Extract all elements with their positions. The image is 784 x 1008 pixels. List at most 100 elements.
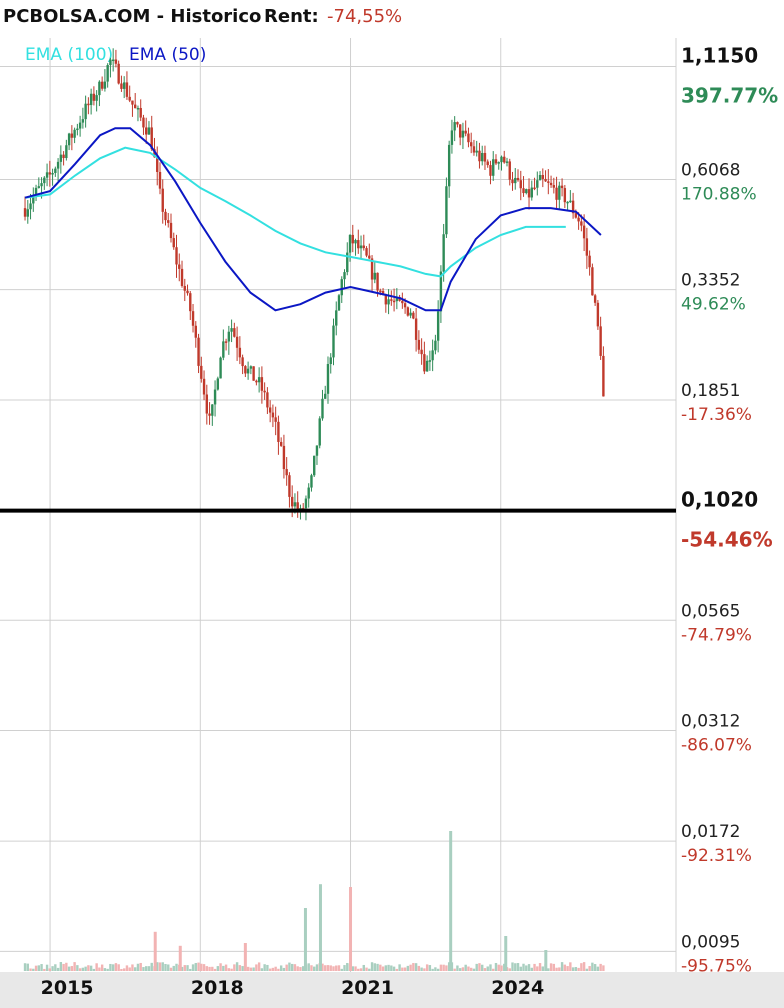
volume-bar — [156, 962, 159, 971]
candle-down-body — [489, 165, 492, 176]
volume-bar — [131, 964, 134, 971]
candle-up-body — [29, 203, 32, 210]
y-tick-pct: 170.88% — [681, 184, 757, 204]
volume-bar — [412, 963, 415, 971]
volume-bar — [533, 963, 536, 971]
candle-down-body — [139, 107, 142, 118]
volume-bar — [147, 966, 151, 971]
volume-bar — [32, 968, 35, 971]
volume-bar — [555, 967, 558, 971]
volume-bar — [453, 968, 456, 971]
volume-bar — [332, 966, 335, 971]
candle-down-body — [508, 161, 511, 180]
x-tick-label: 2024 — [491, 977, 544, 999]
candle-up-body — [569, 200, 572, 203]
candle-down-body — [582, 225, 586, 239]
volume-bar — [384, 965, 388, 971]
volume-bar — [23, 963, 27, 971]
volume-bar — [59, 962, 63, 971]
volume-bar — [376, 963, 379, 971]
volume-bar — [73, 962, 76, 971]
candle-down-body — [516, 177, 520, 181]
ema100-line — [24, 146, 566, 278]
volume-bar — [230, 968, 233, 971]
candle-down-body — [574, 213, 578, 218]
candle-up-body — [293, 502, 297, 507]
candle-up-body — [56, 161, 60, 169]
x-tick-label: 2021 — [341, 977, 394, 999]
volume-bar — [481, 964, 484, 971]
volume-bar — [340, 968, 343, 971]
candle-up-body — [219, 357, 222, 379]
candle-down-body — [282, 445, 286, 470]
candle-up-body — [81, 119, 85, 123]
volume-spike-bar — [449, 831, 453, 971]
volume-bar — [577, 967, 580, 971]
volume-spike-bar — [153, 931, 157, 971]
volume-bar — [95, 963, 98, 971]
candle-up-body — [78, 122, 82, 129]
volume-bar — [48, 968, 52, 971]
volume-spike-bar — [303, 908, 307, 971]
volume-bar — [161, 962, 164, 971]
volume-bar — [34, 965, 38, 971]
x-axis-band — [0, 972, 784, 1008]
candle-down-body — [158, 171, 162, 189]
candle-up-body — [453, 122, 456, 131]
candle-up-body — [348, 234, 352, 253]
candle-down-body — [208, 413, 211, 416]
volume-bar — [387, 964, 390, 971]
candle-down-body — [186, 290, 189, 294]
volume-bar — [516, 963, 520, 971]
candle-down-body — [194, 325, 197, 338]
candle-up-body — [445, 186, 448, 235]
volume-bar — [508, 968, 511, 971]
candle-down-body — [191, 311, 195, 326]
candle-down-body — [131, 100, 134, 105]
candle-down-body — [458, 124, 462, 138]
volume-bar — [536, 966, 539, 971]
volume-bar — [29, 968, 32, 971]
candle-down-body — [511, 179, 514, 184]
candle-up-body — [492, 159, 495, 176]
volume-bar — [227, 968, 231, 971]
y-tick-pct: 397.77% — [681, 84, 778, 108]
y-tick-pct: -92.31% — [681, 846, 752, 866]
volume-bar — [439, 964, 443, 971]
candle-down-body — [357, 240, 360, 249]
volume-bar — [541, 966, 545, 971]
x-axis: 2015 2018 2021 2024 — [41, 977, 545, 999]
candle-down-body — [153, 149, 156, 158]
volume-bar — [249, 967, 253, 971]
y-tick-price: 0,0095 — [681, 932, 740, 952]
candle-up-body — [500, 156, 503, 163]
volume-bar — [246, 966, 250, 971]
candle-up-body — [76, 128, 79, 131]
volume-bar — [362, 964, 365, 971]
candle-down-body — [202, 378, 206, 395]
volume-bar — [301, 966, 305, 971]
volume-bar — [469, 967, 473, 971]
candle-down-body — [23, 208, 27, 217]
candle-up-body — [313, 455, 316, 476]
candle-up-body — [103, 81, 107, 89]
volume-bar — [257, 962, 261, 971]
candle-down-body — [114, 59, 118, 64]
candle-down-body — [560, 185, 564, 189]
candle-down-body — [271, 412, 275, 418]
volume-bar — [172, 965, 175, 971]
volume-bar — [191, 964, 195, 971]
volume-bar — [588, 966, 591, 971]
candle-down-body — [142, 117, 145, 128]
volume-bar — [549, 963, 553, 971]
candle-down-body — [544, 178, 547, 182]
volume-bar — [197, 962, 200, 971]
candle-up-body — [395, 297, 399, 302]
volume-bar — [288, 962, 291, 971]
volume-bar — [164, 964, 167, 971]
volume-bar — [296, 966, 299, 971]
volume-bar — [436, 968, 440, 971]
candle-down-body — [420, 349, 423, 355]
volume-bar — [100, 964, 104, 971]
volume-bar — [392, 966, 396, 971]
